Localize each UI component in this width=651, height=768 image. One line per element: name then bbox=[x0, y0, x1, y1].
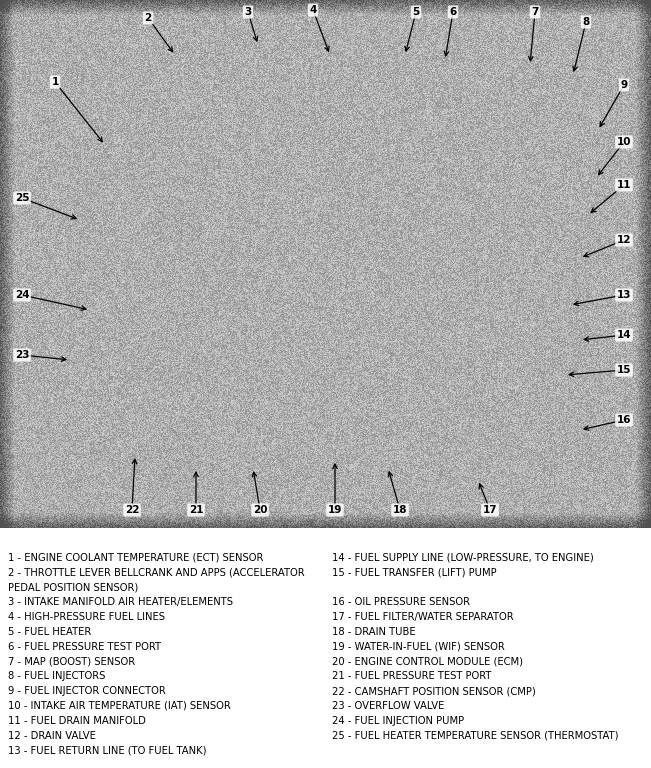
Text: 9 - FUEL INJECTOR CONNECTOR: 9 - FUEL INJECTOR CONNECTOR bbox=[8, 686, 166, 697]
Text: 14: 14 bbox=[616, 330, 631, 340]
Text: 4 - HIGH-PRESSURE FUEL LINES: 4 - HIGH-PRESSURE FUEL LINES bbox=[8, 612, 165, 622]
Text: 13: 13 bbox=[616, 290, 631, 300]
Text: 15 - FUEL TRANSFER (LIFT) PUMP: 15 - FUEL TRANSFER (LIFT) PUMP bbox=[332, 568, 497, 578]
Text: 25 - FUEL HEATER TEMPERATURE SENSOR (THERMOSTAT): 25 - FUEL HEATER TEMPERATURE SENSOR (THE… bbox=[332, 730, 618, 740]
Text: 22: 22 bbox=[125, 505, 139, 515]
Text: 24: 24 bbox=[15, 290, 29, 300]
Text: 17: 17 bbox=[482, 505, 497, 515]
Text: 16 - OIL PRESSURE SENSOR: 16 - OIL PRESSURE SENSOR bbox=[332, 598, 470, 607]
Text: 12: 12 bbox=[616, 235, 631, 245]
Text: 22 - CAMSHAFT POSITION SENSOR (CMP): 22 - CAMSHAFT POSITION SENSOR (CMP) bbox=[332, 686, 536, 697]
Text: 19 - WATER-IN-FUEL (WIF) SENSOR: 19 - WATER-IN-FUEL (WIF) SENSOR bbox=[332, 642, 505, 652]
Text: 9: 9 bbox=[620, 80, 628, 90]
Text: 4: 4 bbox=[309, 5, 316, 15]
Text: 5: 5 bbox=[412, 7, 420, 17]
Text: 5 - FUEL HEATER: 5 - FUEL HEATER bbox=[8, 627, 91, 637]
Text: 20 - ENGINE CONTROL MODULE (ECM): 20 - ENGINE CONTROL MODULE (ECM) bbox=[332, 657, 523, 667]
Text: 19: 19 bbox=[328, 505, 342, 515]
Text: 18 - DRAIN TUBE: 18 - DRAIN TUBE bbox=[332, 627, 415, 637]
Text: 10: 10 bbox=[616, 137, 631, 147]
Text: 23 - OVERFLOW VALVE: 23 - OVERFLOW VALVE bbox=[332, 701, 445, 711]
Text: 10 - INTAKE AIR TEMPERATURE (IAT) SENSOR: 10 - INTAKE AIR TEMPERATURE (IAT) SENSOR bbox=[8, 701, 230, 711]
Text: 7 - MAP (BOOST) SENSOR: 7 - MAP (BOOST) SENSOR bbox=[8, 657, 135, 667]
Text: 11: 11 bbox=[616, 180, 631, 190]
Text: 8 - FUEL INJECTORS: 8 - FUEL INJECTORS bbox=[8, 671, 105, 681]
Text: 12 - DRAIN VALVE: 12 - DRAIN VALVE bbox=[8, 730, 96, 740]
Text: 6: 6 bbox=[449, 7, 456, 17]
Text: 24 - FUEL INJECTION PUMP: 24 - FUEL INJECTION PUMP bbox=[332, 716, 464, 726]
Text: 14 - FUEL SUPPLY LINE (LOW-PRESSURE, TO ENGINE): 14 - FUEL SUPPLY LINE (LOW-PRESSURE, TO … bbox=[332, 553, 594, 563]
Text: 8: 8 bbox=[583, 17, 590, 27]
Text: 15: 15 bbox=[616, 365, 631, 375]
Text: 21 - FUEL PRESSURE TEST PORT: 21 - FUEL PRESSURE TEST PORT bbox=[332, 671, 492, 681]
Text: 2: 2 bbox=[145, 13, 152, 23]
Text: 21: 21 bbox=[189, 505, 203, 515]
Text: 1 - ENGINE COOLANT TEMPERATURE (ECT) SENSOR: 1 - ENGINE COOLANT TEMPERATURE (ECT) SEN… bbox=[8, 553, 264, 563]
Text: 11 - FUEL DRAIN MANIFOLD: 11 - FUEL DRAIN MANIFOLD bbox=[8, 716, 146, 726]
Text: 17 - FUEL FILTER/WATER SEPARATOR: 17 - FUEL FILTER/WATER SEPARATOR bbox=[332, 612, 514, 622]
Text: 3: 3 bbox=[244, 7, 252, 17]
Text: 20: 20 bbox=[253, 505, 268, 515]
Text: 1: 1 bbox=[51, 77, 59, 87]
Text: 7: 7 bbox=[531, 7, 538, 17]
Text: 23: 23 bbox=[15, 350, 29, 360]
Text: 25: 25 bbox=[15, 193, 29, 203]
Text: 16: 16 bbox=[616, 415, 631, 425]
Text: 13 - FUEL RETURN LINE (TO FUEL TANK): 13 - FUEL RETURN LINE (TO FUEL TANK) bbox=[8, 746, 206, 756]
Text: PEDAL POSITION SENSOR): PEDAL POSITION SENSOR) bbox=[8, 583, 138, 593]
Text: 18: 18 bbox=[393, 505, 408, 515]
Text: 3 - INTAKE MANIFOLD AIR HEATER/ELEMENTS: 3 - INTAKE MANIFOLD AIR HEATER/ELEMENTS bbox=[8, 598, 233, 607]
Text: 6 - FUEL PRESSURE TEST PORT: 6 - FUEL PRESSURE TEST PORT bbox=[8, 642, 161, 652]
Text: 2 - THROTTLE LEVER BELLCRANK AND APPS (ACCELERATOR: 2 - THROTTLE LEVER BELLCRANK AND APPS (A… bbox=[8, 568, 305, 578]
